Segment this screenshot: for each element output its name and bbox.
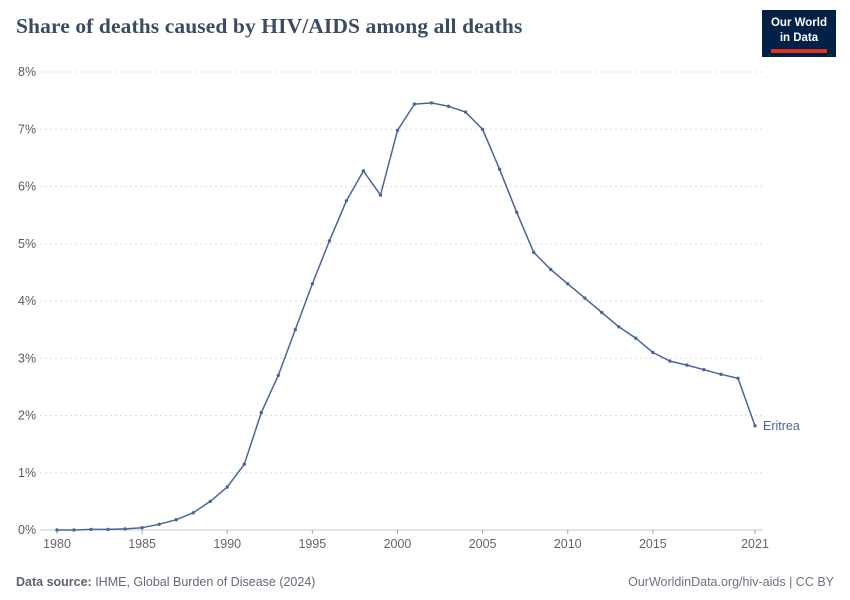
data-point — [583, 296, 587, 300]
data-point — [412, 102, 417, 106]
x-tick-label: 2005 — [469, 537, 497, 551]
data-point — [395, 128, 400, 133]
y-tick-label: 5% — [18, 237, 36, 251]
data-point — [310, 282, 315, 286]
y-tick-label: 8% — [18, 65, 36, 79]
series-label-eritrea: Eritrea — [763, 419, 800, 433]
data-point — [736, 376, 740, 380]
data-point — [208, 499, 212, 504]
data-point — [549, 267, 553, 272]
data-point — [668, 359, 672, 363]
data-point — [191, 511, 195, 515]
owid-logo[interactable]: Our World in Data — [761, 10, 836, 57]
footer-separator: | — [785, 575, 796, 589]
x-tick-label: 2021 — [741, 537, 769, 551]
data-point — [293, 327, 297, 332]
footer-right: OurWorldinData.org/hiv-aids | CC BY — [628, 575, 834, 589]
data-source-value: IHME, Global Burden of Disease (2024) — [91, 575, 316, 589]
logo-red-underline — [770, 48, 827, 53]
data-point — [446, 104, 451, 109]
chart-title: Share of deaths caused by HIV/AIDS among… — [16, 14, 523, 38]
y-tick-label: 6% — [18, 180, 36, 194]
data-point — [259, 410, 263, 415]
data-point — [600, 310, 604, 315]
data-point — [497, 167, 502, 171]
data-point — [566, 282, 570, 286]
data-point — [89, 527, 93, 532]
data-point — [480, 127, 485, 131]
data-point — [123, 527, 127, 531]
data-source: Data source: IHME, Global Burden of Dise… — [16, 575, 315, 589]
data-point — [72, 528, 76, 532]
data-point — [515, 210, 519, 214]
x-tick-label: 1995 — [298, 537, 326, 551]
data-point — [617, 325, 621, 329]
data-point — [463, 110, 468, 114]
data-point — [429, 101, 434, 105]
data-point — [225, 485, 229, 489]
data-point — [140, 526, 144, 530]
data-point — [106, 527, 110, 532]
data-point — [174, 518, 178, 522]
license-label: CC BY — [795, 575, 834, 589]
data-point — [702, 368, 706, 372]
x-tick-label: 2010 — [554, 537, 582, 551]
x-tick-label: 2000 — [384, 537, 412, 551]
y-tick-label: 3% — [18, 351, 36, 365]
owid-logo-line2: in Data — [779, 31, 819, 44]
y-tick-label: 1% — [18, 466, 36, 480]
y-tick-label: 2% — [18, 409, 36, 423]
data-point — [634, 336, 638, 340]
data-source-label: Data source: — [16, 575, 92, 589]
x-tick-label: 2015 — [639, 537, 667, 551]
x-tick-label: 1985 — [128, 537, 156, 551]
owid-url-link[interactable]: OurWorldinData.org/hiv-aids — [628, 575, 786, 589]
chart-footer: Data source: IHME, Global Burden of Dise… — [16, 575, 834, 589]
x-tick-label: 1980 — [43, 537, 71, 551]
x-tick-label: 1990 — [213, 537, 241, 551]
data-line — [56, 102, 756, 531]
y-tick-label: 4% — [18, 294, 36, 308]
data-point — [719, 372, 723, 376]
y-tick-label: 7% — [18, 122, 36, 136]
data-point — [361, 169, 366, 173]
data-point — [344, 199, 349, 203]
y-tick-label: 0% — [18, 523, 36, 537]
data-point — [276, 373, 280, 378]
data-point — [55, 528, 59, 532]
data-point — [157, 522, 161, 526]
data-point — [242, 462, 246, 466]
data-point — [378, 193, 383, 197]
data-point — [327, 239, 332, 243]
data-point — [685, 363, 689, 367]
owid-logo-line1: Our World — [770, 17, 827, 29]
data-point — [651, 350, 655, 355]
data-point — [753, 424, 757, 428]
data-point — [532, 250, 536, 254]
